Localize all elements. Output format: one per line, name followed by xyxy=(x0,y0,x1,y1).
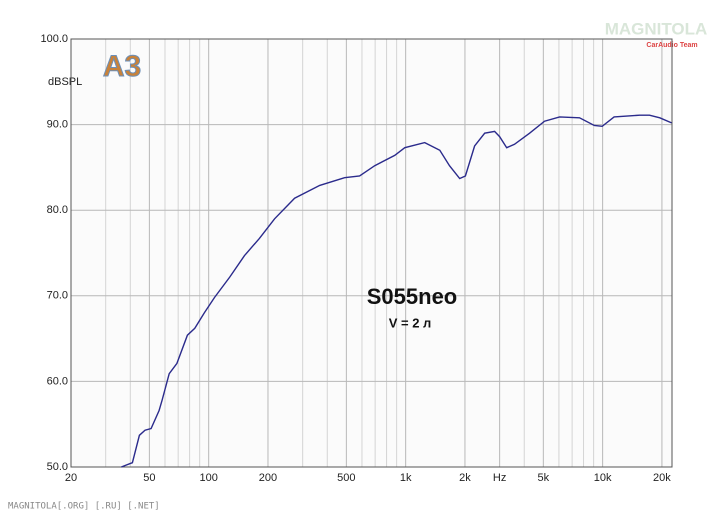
y-tick-label: 100.0 xyxy=(40,33,68,45)
x-tick-label: 50 xyxy=(143,472,155,484)
logo: A3 xyxy=(103,50,141,83)
data-line xyxy=(121,114,672,468)
x-tick-label: 10k xyxy=(594,472,612,484)
plot-frame xyxy=(70,38,673,468)
x-tick-label: Hz xyxy=(493,472,506,484)
footer: MAGNITOLA[.ORG] [.RU] [.NET] xyxy=(8,502,160,512)
x-tick-label: 20 xyxy=(65,472,77,484)
y-tick-label: 50.0 xyxy=(47,461,68,473)
y-tick-label: 60.0 xyxy=(47,375,68,387)
y-tick-label: 70.0 xyxy=(47,290,68,302)
annotation: V = 2 л xyxy=(389,315,432,330)
x-tick-label: 20k xyxy=(653,472,671,484)
y-tick-label: 90.0 xyxy=(47,119,68,131)
x-tick-label: 5k xyxy=(538,472,550,484)
x-tick-label: 200 xyxy=(259,472,277,484)
y-tick-label: 80.0 xyxy=(47,204,68,216)
annotation: S055neo xyxy=(367,284,458,309)
x-tick-label: 1k xyxy=(400,472,412,484)
y-axis-label: dBSPL xyxy=(48,76,82,88)
x-tick-label: 100 xyxy=(199,472,217,484)
watermark: MAGNITOLA xyxy=(605,19,708,38)
x-tick-label: 500 xyxy=(337,472,355,484)
x-tick-label: 2k xyxy=(459,472,471,484)
